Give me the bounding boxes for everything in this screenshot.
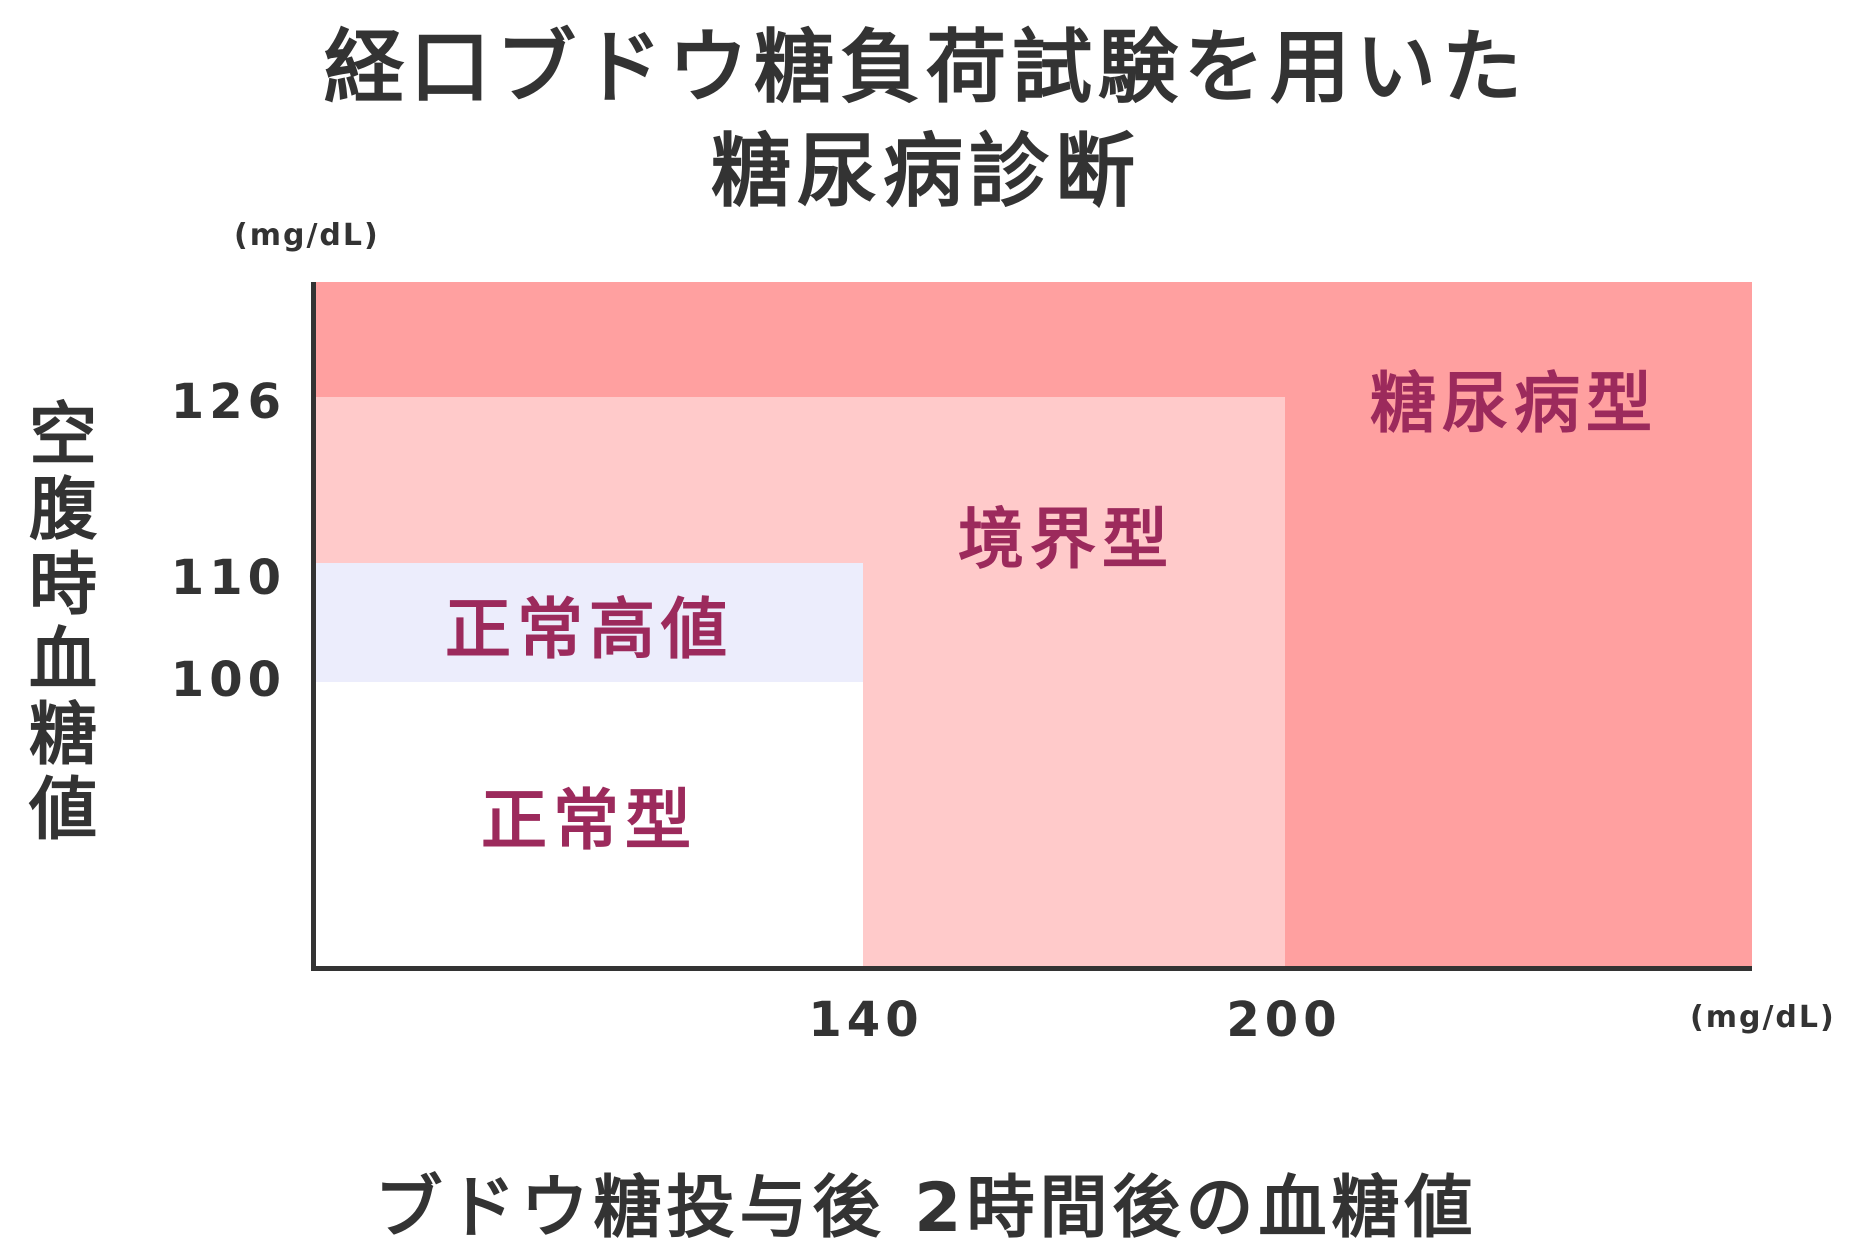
zone-label-high-normal: 正常高値 (445, 591, 733, 668)
zone-label-diabetes: 糖尿病型 (1370, 365, 1658, 442)
y-axis-label: 空 腹 時 血 糖 値 (18, 398, 108, 848)
y-axis-label-char: 糖 (28, 696, 97, 775)
y-axis-label-char: 血 (28, 621, 97, 700)
zone-label-normal: 正常型 (481, 782, 697, 859)
chart-title-line1: 経口ブドウ糖負荷試験を用いた (324, 21, 1528, 114)
y-axis-label-char: 値 (28, 771, 97, 850)
y-axis-unit: (mg/dL) (234, 218, 380, 253)
x-axis-label: ブドウ糖投与後 2時間後の血糖値 (374, 1169, 1478, 1248)
x-axis-line (311, 966, 1752, 971)
y-axis-label-char: 空 (28, 396, 97, 475)
x-axis-unit: (mg/dL) (1690, 1000, 1836, 1035)
y-tick-126: 126 (170, 374, 286, 430)
y-axis-label-char: 時 (28, 546, 97, 625)
x-tick-200: 200 (1226, 992, 1342, 1048)
zone-label-borderline: 境界型 (958, 501, 1174, 578)
y-tick-110: 110 (170, 550, 286, 606)
zone-high-normal (315, 563, 863, 682)
y-axis-line (311, 282, 316, 971)
zone-normal (315, 682, 863, 967)
x-tick-140: 140 (808, 992, 924, 1048)
chart-title: 経口ブドウ糖負荷試験を用いた 糖尿病診断 (0, 16, 1852, 224)
y-tick-100: 100 (170, 652, 286, 708)
y-axis-label-char: 腹 (28, 471, 97, 550)
chart-title-line2: 糖尿病診断 (711, 125, 1141, 218)
